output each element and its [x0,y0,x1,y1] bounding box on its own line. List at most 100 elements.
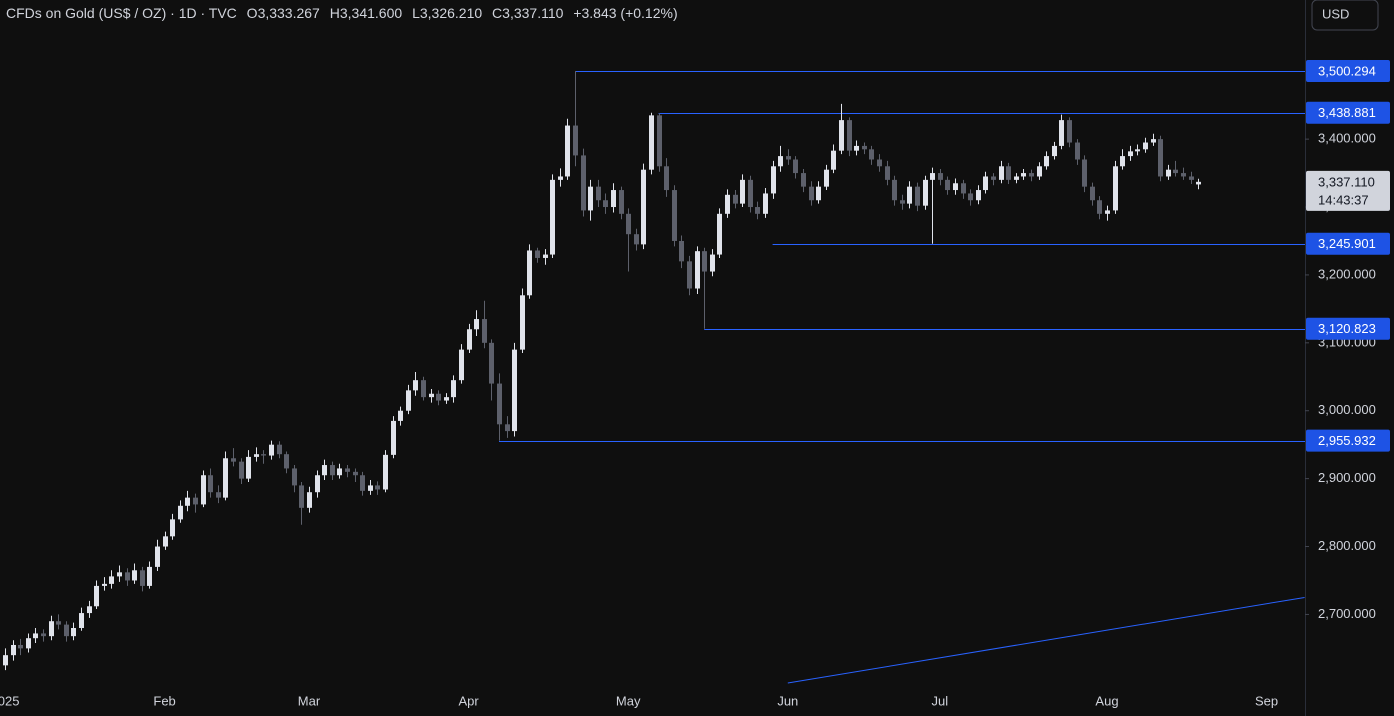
candle-body [489,342,494,384]
candle-body [451,380,456,398]
candle-body [94,585,99,607]
level-tag-label: 3,245.901 [1318,236,1376,251]
candle-body [953,183,958,191]
candle-body [816,186,821,201]
candle-body [968,193,973,201]
candle-body [33,633,38,639]
candle-body [626,213,631,235]
level-tag [1306,101,1390,124]
countdown-label: 14:43:37 [1318,192,1369,207]
candle-body [809,186,814,201]
candle-body [991,176,996,180]
candle-body [71,628,76,637]
candle-body [710,254,715,272]
candle-body [1166,169,1171,177]
candle-body [474,319,479,330]
candle-body [512,349,517,432]
candle-body [687,261,692,289]
candle-body [923,179,928,206]
candle-body [824,169,829,187]
candle-body [839,120,844,151]
candle-body [360,475,365,491]
level-tag-label: 2,955.932 [1318,433,1376,448]
candle-body [109,576,114,584]
candle-body [261,454,266,456]
header-high: 3,341.600 [340,5,402,21]
candle-body [505,424,510,432]
candle-body [368,485,373,491]
y-tick-label: 3,400.000 [1318,131,1376,146]
currency-label[interactable]: USD [1322,6,1349,21]
y-tick-label: 2,900.000 [1318,470,1376,485]
x-tick-label: Sep [1255,693,1278,708]
candle-body [193,497,198,505]
candle-body [315,475,320,493]
candle-body [292,468,297,486]
currency-button[interactable] [1311,0,1379,31]
candle-body [201,475,206,505]
candle-body [178,505,183,520]
y-tick-label: 2,800.000 [1318,538,1376,553]
candle-body [1090,186,1095,201]
candle-body [885,166,890,180]
level-tag [1306,317,1390,340]
candle-body [277,444,282,455]
candle-body [231,458,236,462]
candle-body [1029,173,1034,177]
candle-body [147,566,152,586]
candle-body [26,638,31,649]
candle-body [132,570,137,581]
candle-body [1052,145,1057,157]
candle-body [41,633,46,637]
candle-body [1135,149,1140,152]
candle-body [254,454,259,457]
candle-body [322,465,327,476]
candle-body [1181,173,1186,177]
candle-body [1105,210,1110,214]
candle-body [550,179,555,255]
candle-body [3,655,8,666]
candle-body [117,572,122,577]
level-tag-label: 3,120.823 [1318,321,1376,336]
candle-body [717,213,722,255]
candle-body [1158,139,1163,177]
candle-body [778,156,783,167]
candle-body [406,390,411,411]
candle-body [763,193,768,214]
candle-body [755,207,760,214]
candle-body [102,583,107,586]
candle-body [793,159,798,174]
candle-body [588,186,593,211]
candle-body [520,295,525,350]
candle-body [79,613,84,629]
chart-header: CFDs on Gold (US$ / OZ) · 1D · TVC O3,33… [6,5,678,21]
x-tick-label: Apr [458,693,479,708]
candle-body [862,145,867,150]
candle-body [497,383,502,425]
candle-body [801,173,806,187]
candle-body [11,644,16,656]
candle-body [596,186,601,201]
candle-body [565,125,570,177]
candle-body [383,454,388,490]
level-tag-label: 3,438.881 [1318,105,1376,120]
candle-body [1059,120,1064,146]
candle-body [299,485,304,508]
header-open: 3,333.267 [258,5,320,21]
candle-body [421,380,426,398]
candle-body [170,519,175,537]
x-tick-label: Jun [777,693,798,708]
candle-body [961,183,966,194]
candle-body [1113,166,1118,211]
candle-body [1021,173,1026,177]
candle-body [56,621,61,625]
candle-body [223,458,228,498]
candle-body [1143,142,1148,150]
candle-body [854,145,859,151]
candle-body [125,572,130,581]
candle-body [900,200,905,204]
candle-body [459,349,464,381]
candle-body [239,461,244,479]
